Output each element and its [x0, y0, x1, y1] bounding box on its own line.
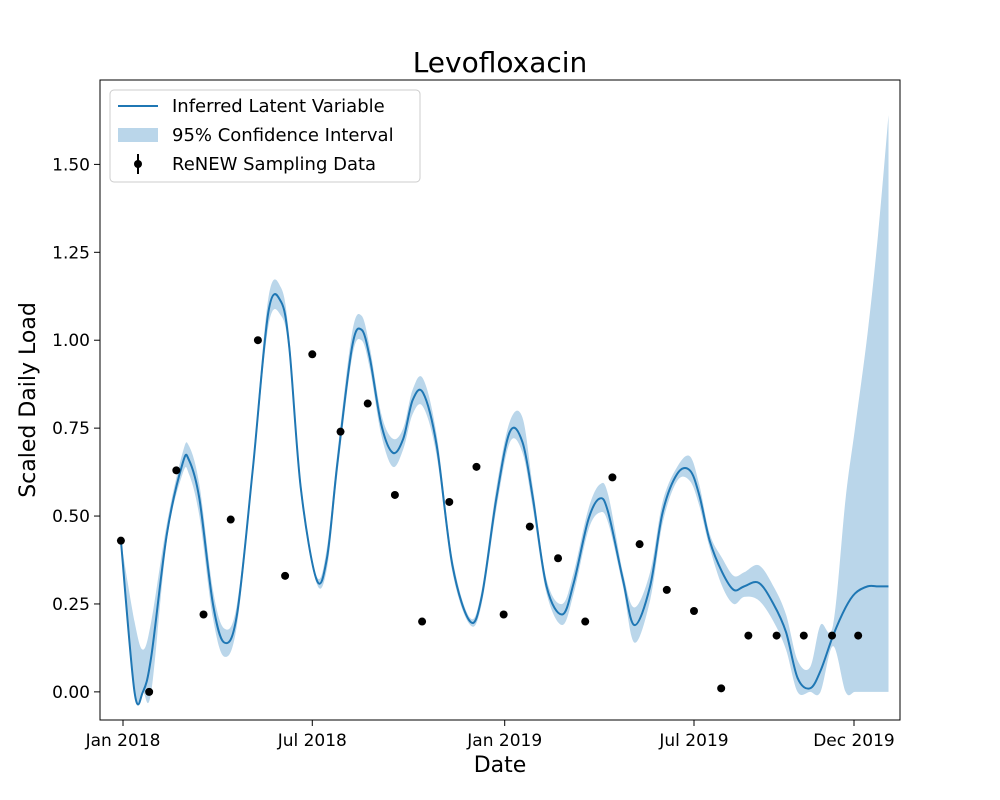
sampling-point [336, 427, 345, 436]
x-axis: Jan 2018 Jul 2018 Jan 2019 Jul 2019 Dec 2019 [85, 720, 895, 751]
chart-title: Levofloxacin [413, 46, 588, 79]
sampling-point [418, 617, 427, 626]
y-tick-label: 1.00 [52, 331, 90, 351]
y-tick-label: 0.25 [52, 595, 90, 615]
sampling-point [253, 336, 262, 345]
x-tick-label: Jan 2019 [466, 731, 542, 751]
latent-variable-line [119, 293, 889, 706]
legend-swatch-band [118, 128, 158, 142]
sampling-point [608, 473, 617, 482]
legend-box [109, 89, 421, 183]
y-axis: 0.00 0.25 0.50 0.75 1.00 1.25 1.50 [52, 155, 100, 703]
sampling-point [308, 350, 317, 359]
y-tick-label: 1.25 [52, 243, 90, 263]
legend-entry-label: 95% Confidence Interval [172, 125, 394, 146]
sampling-point [499, 610, 508, 619]
sampling-point [445, 497, 454, 506]
sampling-point [281, 571, 290, 580]
legend-swatch-point [134, 160, 142, 168]
legend: Inferred Latent Variable 95% Confidence I… [109, 89, 421, 183]
sampling-point [772, 631, 781, 640]
sampling-point [525, 522, 534, 531]
legend-entry-label: ReNEW Sampling Data [172, 154, 376, 175]
sampling-point [744, 631, 753, 640]
sampling-point [363, 399, 372, 408]
sampling-point [390, 490, 399, 499]
sampling-point [717, 684, 726, 693]
sampling-point [854, 631, 863, 640]
sampling-point [116, 536, 125, 545]
x-tick-label: Jul 2018 [277, 731, 347, 751]
sampling-point [635, 540, 644, 549]
sampling-point [689, 606, 698, 615]
sampling-point [172, 466, 181, 475]
y-tick-label: 1.50 [52, 155, 90, 175]
sampling-point [554, 554, 563, 563]
sampling-point [472, 462, 481, 471]
plot-frame [99, 79, 901, 721]
sampling-point [799, 631, 808, 640]
sampling-point [662, 585, 671, 594]
legend-entry-label: Inferred Latent Variable [172, 96, 385, 117]
y-tick-label: 0.50 [52, 507, 90, 527]
y-tick-label: 0.75 [52, 419, 90, 439]
sampling-point [226, 515, 235, 524]
sampling-point [828, 631, 837, 640]
plot-area [116, 115, 889, 706]
sampling-point [145, 687, 154, 696]
sampling-point [199, 610, 208, 619]
y-tick-label: 0.00 [52, 683, 90, 703]
y-axis-label: Scaled Daily Load [16, 302, 41, 498]
x-axis-label: Date [474, 753, 527, 778]
x-tick-label: Dec 2019 [813, 731, 895, 751]
sampling-point [581, 617, 590, 626]
x-tick-label: Jan 2018 [85, 731, 161, 751]
x-tick-label: Jul 2019 [658, 731, 728, 751]
